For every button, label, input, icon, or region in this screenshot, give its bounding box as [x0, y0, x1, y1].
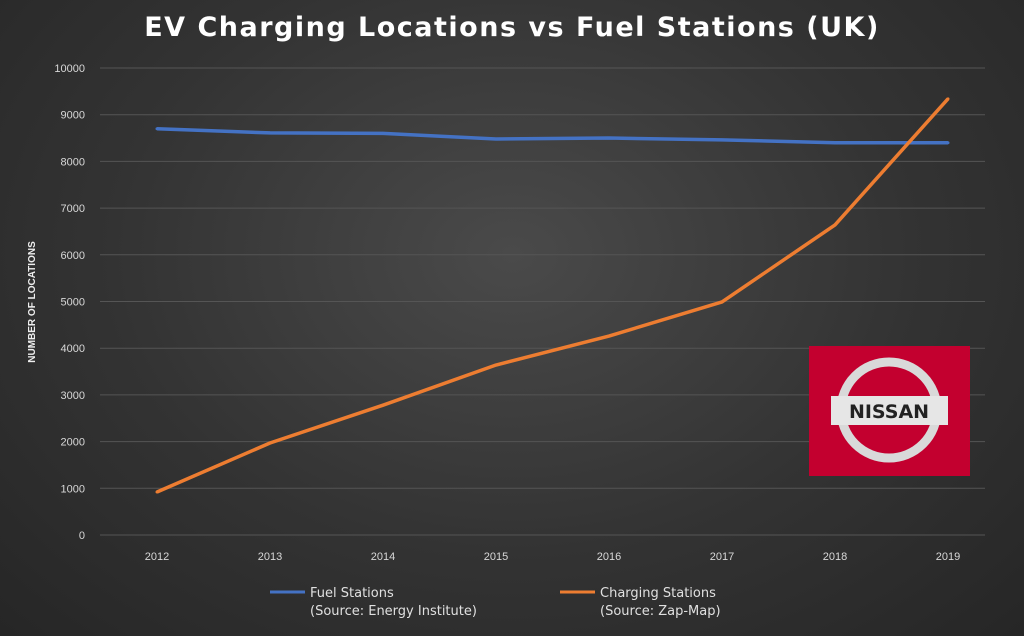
legend-source-fuel: (Source: Energy Institute) [310, 604, 477, 619]
legend-source-charging: (Source: Zap-Map) [600, 604, 721, 619]
y-tick-label: 3000 [61, 390, 85, 402]
y-axis-label: NUMBER OF LOCATIONS [27, 241, 38, 363]
y-tick-label: 5000 [61, 297, 85, 309]
data-point [494, 137, 498, 141]
y-tick-label: 7000 [61, 203, 85, 215]
data-point [946, 97, 950, 101]
data-point [155, 127, 159, 131]
data-point [720, 300, 724, 304]
y-tick-label: 9000 [61, 110, 85, 122]
data-point [833, 223, 837, 227]
data-point [381, 403, 385, 407]
x-tick-label: 2019 [936, 551, 960, 563]
x-tick-label: 2018 [823, 551, 847, 563]
x-tick-label: 2016 [597, 551, 621, 563]
x-tick-label: 2013 [258, 551, 282, 563]
data-point [268, 131, 272, 135]
data-point [607, 334, 611, 338]
data-point [155, 490, 159, 494]
series-line-fuel [156, 126, 948, 145]
legend-label-charging: Charging Stations [600, 586, 716, 601]
y-tick-label: 6000 [61, 250, 85, 262]
data-point [607, 136, 611, 140]
nissan-logo: NISSAN [809, 346, 970, 476]
y-tick-label: 2000 [61, 437, 85, 449]
y-tick-label: 1000 [61, 483, 85, 495]
data-point [268, 441, 272, 445]
chart-title: EV Charging Locations vs Fuel Stations (… [144, 12, 880, 43]
y-tick-label: 4000 [61, 343, 85, 355]
y-tick-label: 8000 [61, 156, 85, 168]
y-tick-label: 10000 [54, 63, 85, 75]
series-line-charging [156, 97, 950, 494]
data-point [946, 141, 950, 145]
data-point [494, 363, 498, 367]
x-tick-label: 2012 [145, 551, 169, 563]
x-tick-label: 2015 [484, 551, 508, 563]
y-tick-label: 0 [79, 530, 85, 542]
x-tick-label: 2014 [371, 551, 395, 563]
x-tick-label: 2017 [710, 551, 734, 563]
data-point [381, 131, 385, 135]
data-point [720, 138, 724, 142]
data-point [833, 141, 837, 145]
legend-label-fuel: Fuel Stations [310, 586, 394, 601]
nissan-logo-text: NISSAN [849, 401, 929, 423]
